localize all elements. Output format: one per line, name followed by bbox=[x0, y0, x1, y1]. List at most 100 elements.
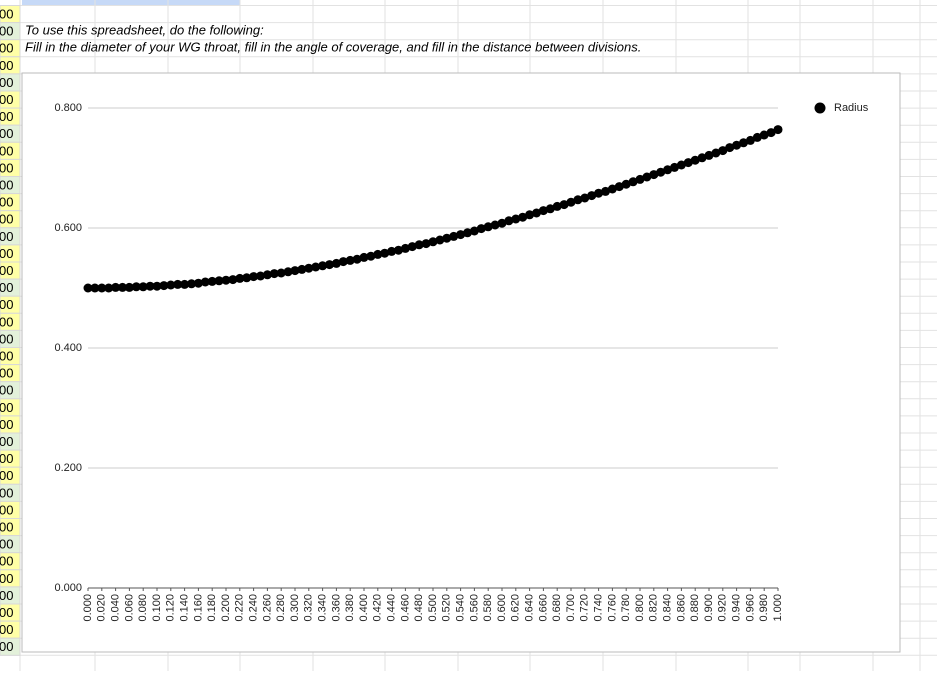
x-tick-label: 1.000 bbox=[772, 594, 784, 622]
data-point bbox=[511, 214, 521, 224]
data-point bbox=[145, 281, 155, 291]
data-point bbox=[228, 275, 238, 285]
x-tick-label: 0.760 bbox=[606, 594, 618, 622]
instruction-line: Fill in the diameter of your WG throat, … bbox=[25, 39, 641, 54]
data-point bbox=[504, 216, 514, 226]
x-tick-label: 0.080 bbox=[137, 594, 149, 622]
x-tick-label: 0.960 bbox=[744, 594, 756, 622]
data-point bbox=[601, 186, 610, 196]
x-tick-label: 0.560 bbox=[468, 594, 480, 622]
cell-text: 00 bbox=[0, 400, 13, 415]
data-point bbox=[359, 252, 369, 262]
data-point bbox=[587, 191, 597, 201]
data-point bbox=[187, 279, 196, 289]
data-point bbox=[628, 177, 638, 187]
data-point bbox=[538, 206, 548, 216]
data-point bbox=[663, 165, 673, 175]
cell-text: 00 bbox=[0, 605, 13, 620]
x-tick-label: 0.880 bbox=[689, 594, 701, 622]
x-tick-label: 0.620 bbox=[510, 594, 522, 622]
data-point bbox=[221, 275, 231, 285]
data-point bbox=[242, 273, 252, 283]
y-tick-label: 0.600 bbox=[54, 222, 82, 234]
x-tick-label: 0.160 bbox=[192, 594, 204, 622]
data-point bbox=[193, 278, 203, 288]
data-point bbox=[732, 140, 742, 150]
x-tick-label: 0.140 bbox=[179, 594, 191, 622]
data-point bbox=[476, 224, 486, 234]
data-point bbox=[83, 283, 93, 293]
cell-text: 00 bbox=[0, 297, 13, 312]
data-point bbox=[380, 248, 390, 258]
data-point bbox=[697, 153, 707, 163]
cell-text: 00 bbox=[0, 212, 13, 227]
cell-text: 00 bbox=[0, 75, 13, 90]
cell-text: 00 bbox=[0, 6, 13, 21]
x-tick-label: 0.480 bbox=[413, 594, 425, 622]
data-point bbox=[428, 237, 438, 247]
data-point bbox=[552, 201, 562, 211]
data-point bbox=[456, 230, 466, 240]
x-tick-label: 0.200 bbox=[220, 594, 232, 622]
x-tick-label: 0.400 bbox=[358, 594, 370, 622]
x-tick-label: 0.380 bbox=[344, 594, 356, 622]
data-point bbox=[463, 228, 472, 238]
data-point bbox=[725, 143, 735, 153]
data-point bbox=[373, 249, 383, 259]
cell-text: 00 bbox=[0, 434, 13, 449]
data-point bbox=[594, 188, 604, 198]
cell-text: 00 bbox=[0, 58, 13, 73]
x-tick-label: 0.860 bbox=[675, 594, 687, 622]
cell-text: 00 bbox=[0, 554, 13, 569]
data-point bbox=[131, 282, 141, 292]
x-tick-label: 0.840 bbox=[662, 594, 674, 622]
x-tick-label: 0.040 bbox=[110, 594, 122, 622]
cell-text: 00 bbox=[0, 109, 13, 124]
data-point bbox=[283, 267, 293, 277]
data-point bbox=[387, 246, 397, 256]
x-tick-label: 0.240 bbox=[248, 594, 260, 622]
data-point bbox=[759, 130, 769, 140]
x-tick-label: 0.260 bbox=[261, 594, 273, 622]
data-point bbox=[180, 279, 190, 289]
x-tick-label: 0.780 bbox=[620, 594, 632, 622]
cell-text: 00 bbox=[0, 468, 13, 483]
data-point bbox=[90, 283, 100, 293]
x-tick-label: 0.940 bbox=[731, 594, 743, 622]
data-point bbox=[435, 235, 445, 245]
chart-box bbox=[21, 72, 901, 653]
data-point bbox=[338, 257, 348, 267]
cell bbox=[0, 637, 21, 656]
cell-text: 00 bbox=[0, 622, 13, 637]
data-point bbox=[773, 125, 783, 135]
data-point bbox=[152, 281, 162, 291]
x-tick-label: 0.440 bbox=[386, 594, 398, 622]
cell-text: 00 bbox=[0, 246, 13, 261]
cell-text: 00 bbox=[0, 24, 13, 39]
data-point bbox=[214, 276, 224, 286]
cell-text: 00 bbox=[0, 263, 13, 278]
cell-text: 00 bbox=[0, 160, 13, 175]
data-point bbox=[635, 174, 645, 184]
cell-text: 00 bbox=[0, 502, 13, 517]
x-tick-label: 0.680 bbox=[551, 594, 563, 622]
data-point bbox=[138, 282, 148, 292]
x-tick-label: 0.820 bbox=[648, 594, 660, 622]
y-tick-label: 0.200 bbox=[54, 462, 82, 474]
data-point bbox=[656, 167, 666, 177]
x-tick-label: 0.300 bbox=[289, 594, 301, 622]
x-tick-label: 0.360 bbox=[330, 594, 342, 622]
cell-text: 00 bbox=[0, 92, 13, 107]
data-point bbox=[297, 264, 307, 274]
data-point bbox=[752, 132, 762, 142]
data-point bbox=[676, 160, 686, 170]
legend-label: Radius bbox=[834, 102, 869, 114]
x-tick-label: 0.060 bbox=[123, 594, 135, 622]
data-point bbox=[449, 231, 459, 241]
x-tick-label: 0.420 bbox=[372, 594, 384, 622]
data-point bbox=[525, 210, 535, 220]
data-point bbox=[249, 272, 259, 282]
x-tick-label: 0.100 bbox=[151, 594, 163, 622]
x-tick-label: 0.640 bbox=[524, 594, 536, 622]
data-point bbox=[407, 242, 417, 252]
